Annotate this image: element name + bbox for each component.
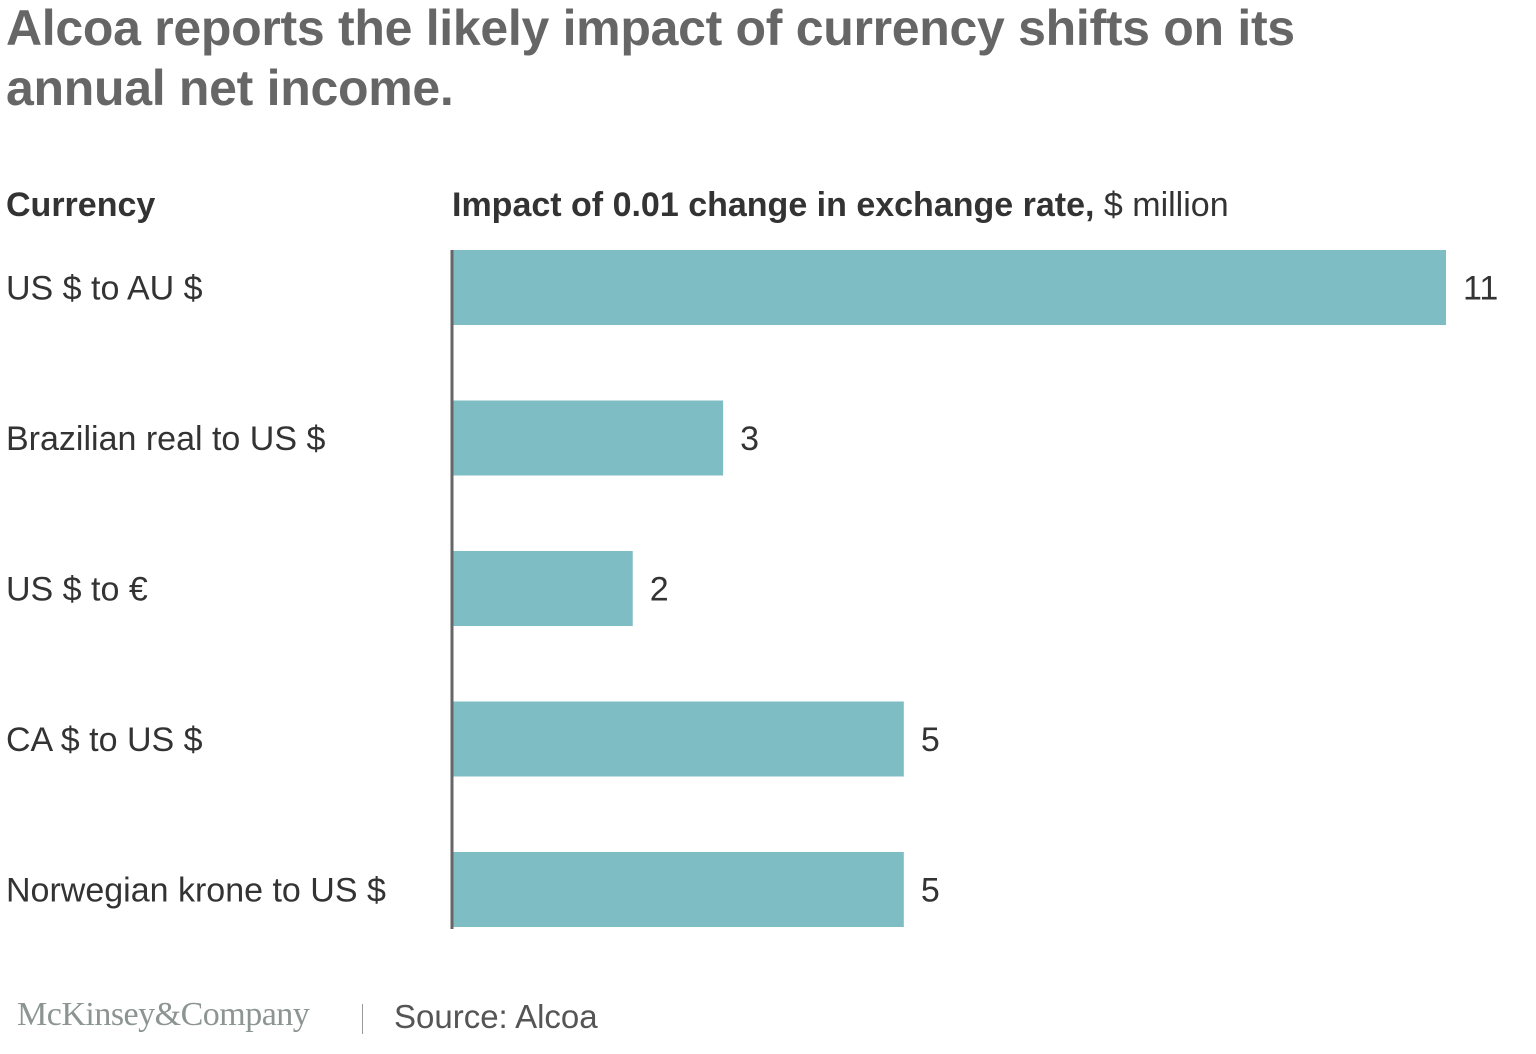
data-label: 3 (740, 420, 759, 458)
category-label: Brazilian real to US $ (6, 420, 325, 458)
value-labels-group: 11 3 2 5 5 (650, 270, 1499, 910)
data-label: 2 (650, 571, 669, 609)
category-label: CA $ to US $ (6, 721, 203, 759)
category-label: US $ to € (6, 571, 148, 609)
category-label: US $ to AU $ (6, 270, 203, 308)
bar (452, 551, 633, 626)
bars-group (452, 250, 1446, 927)
mckinsey-logo: McKinsey&Company (17, 996, 310, 1033)
chart-title: Alcoa reports the likely impact of curre… (6, 0, 1295, 116)
bar (452, 852, 904, 927)
bar (452, 400, 724, 476)
bar (452, 701, 904, 777)
data-label: 11 (1463, 270, 1498, 308)
value-axis-unit: $ million (1094, 186, 1229, 224)
value-axis-title: Impact of 0.01 change in exchange rate, … (452, 186, 1229, 225)
source-note: Source: Alcoa (394, 998, 598, 1035)
category-label: Norwegian krone to US $ (6, 872, 386, 910)
category-axis-title: Currency (6, 186, 156, 224)
data-label: 5 (921, 721, 940, 759)
data-label: 5 (921, 872, 940, 910)
bar (452, 250, 1446, 325)
category-labels-group: US $ to AU $ Brazilian real to US $ US $ t… (6, 270, 386, 910)
footer-divider (362, 1004, 363, 1034)
value-axis-title-bold: Impact of 0.01 change in exchange rate, (452, 186, 1095, 224)
